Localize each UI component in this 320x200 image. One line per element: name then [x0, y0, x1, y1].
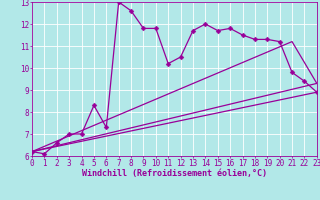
- X-axis label: Windchill (Refroidissement éolien,°C): Windchill (Refroidissement éolien,°C): [82, 169, 267, 178]
